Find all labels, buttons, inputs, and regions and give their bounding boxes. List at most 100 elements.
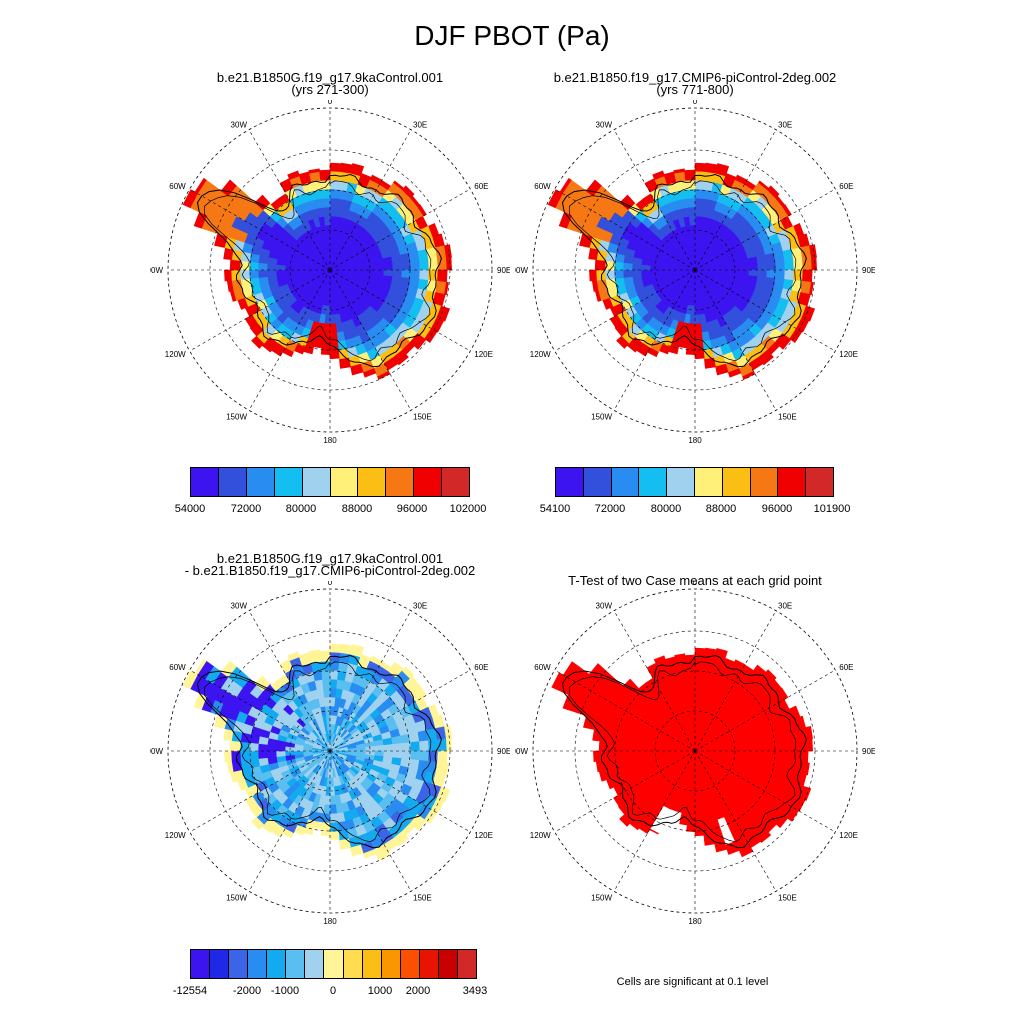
map-cell — [766, 669, 777, 680]
colorbar-swatch — [556, 468, 584, 496]
longitude-label: 30E — [413, 602, 427, 611]
map-cell — [619, 816, 630, 827]
longitude-label: 150W — [591, 893, 612, 902]
map-cell — [374, 745, 385, 752]
panel3-title: b.e21.B1850G.f19_g17.9kaControl.001 - b.… — [160, 551, 500, 577]
map-cell — [694, 813, 703, 824]
colorbar-tick-label: 0 — [329, 985, 337, 997]
longitude-label: 150W — [226, 893, 247, 902]
map-cell — [649, 828, 659, 835]
map-cell — [717, 163, 730, 168]
map-cell — [758, 830, 772, 843]
longitude-label: 120E — [839, 831, 858, 840]
significance-note: Cells are significant at 0.1 level — [616, 976, 769, 988]
map-cell — [339, 357, 351, 369]
map-cell — [329, 804, 337, 815]
longitude-label: 0 — [693, 581, 698, 587]
map-cell — [324, 696, 331, 707]
map-cell — [809, 726, 813, 740]
map-cell — [789, 809, 799, 822]
longitude-label: 90E — [497, 747, 510, 756]
map-cell — [320, 831, 331, 836]
map-cell — [802, 738, 813, 752]
map-cell — [773, 731, 785, 743]
map-cell — [257, 262, 268, 271]
longitude-label: 150W — [226, 412, 247, 421]
map-cell — [757, 262, 768, 271]
map-cell — [314, 198, 324, 209]
map-cell — [329, 813, 338, 824]
map-cell — [182, 189, 198, 209]
colorbar-tick-label: 72000 — [594, 503, 626, 515]
map-cell — [419, 740, 430, 752]
colorbar-swatch — [611, 468, 640, 496]
map-cell — [658, 750, 669, 756]
latitude-circle — [654, 229, 736, 311]
map-cell — [784, 750, 795, 762]
map-cell — [689, 696, 696, 707]
map-cell — [617, 803, 629, 815]
map-cell — [365, 745, 376, 752]
longitude-label: 60W — [534, 182, 551, 191]
map-cell — [416, 204, 427, 217]
map-cell — [694, 777, 700, 788]
colorbar-swatch — [305, 950, 325, 978]
map-cell — [258, 757, 269, 767]
map-cell — [249, 322, 264, 337]
map-cell — [677, 189, 688, 200]
colorbar-swatch — [442, 468, 470, 496]
panel4-title-line1: T-Test of two Case means at each grid po… — [568, 573, 822, 588]
page-title: DJF PBOT (Pa) — [414, 20, 610, 51]
grounding-line — [204, 661, 432, 843]
colorbar-swatch — [400, 950, 420, 978]
map-cell — [588, 247, 599, 260]
map-cell — [811, 738, 814, 752]
map-cell — [324, 224, 331, 235]
map-cell — [319, 651, 331, 662]
map-cell — [194, 658, 207, 675]
map-cell — [728, 368, 742, 378]
colorbar-swatch — [191, 468, 219, 496]
map-cell — [640, 750, 651, 757]
panel3-title-line1: b.e21.B1850G.f19_g17.9kaControl.001 — [216, 551, 444, 566]
map-cell — [694, 162, 707, 172]
colorbar-swatch — [274, 468, 303, 496]
map-cell — [329, 296, 335, 307]
colorbar-tick-label: 96000 — [396, 503, 428, 515]
longitude-label: 120E — [839, 350, 858, 359]
map-cell — [446, 737, 453, 752]
longitude-label: 30E — [413, 121, 427, 130]
longitude-label: 90E — [497, 266, 510, 275]
longitude-label: 180 — [688, 436, 702, 445]
map-cells — [182, 643, 453, 861]
map-cell — [293, 750, 304, 756]
map-cell — [275, 750, 286, 757]
map-cell — [257, 750, 268, 759]
map-cell — [392, 743, 403, 752]
map-cell — [585, 179, 602, 197]
map-cell — [312, 670, 323, 681]
latitude-circle — [289, 229, 371, 311]
map-cell — [690, 714, 696, 725]
map-panel-2: 0 30E 60E 90E 120E 150E 180 150W 120W 90W 60W 30W — [515, 100, 875, 445]
map-cell — [416, 685, 427, 698]
map-cell — [258, 276, 269, 286]
map-cell — [323, 206, 331, 217]
map-cell — [685, 350, 696, 355]
longitude-label: 30W — [596, 602, 613, 611]
map-cell — [588, 663, 602, 678]
map-cell — [775, 741, 786, 752]
map-cell — [614, 277, 625, 288]
map-cell — [350, 844, 364, 857]
map-cell — [239, 269, 250, 280]
map-cell — [322, 678, 331, 689]
map-panel-1: 0 30E 60E 90E 120E 150E 180 150W 120W 90W 60W 30W — [150, 100, 510, 445]
map-cell — [679, 679, 689, 690]
longitude-label: 30W — [231, 602, 248, 611]
map-cell — [684, 170, 696, 181]
map-cell — [325, 714, 331, 725]
map-cell — [677, 670, 688, 681]
map-cell — [391, 735, 402, 745]
map-cell — [324, 705, 331, 716]
map-cell — [689, 705, 696, 716]
